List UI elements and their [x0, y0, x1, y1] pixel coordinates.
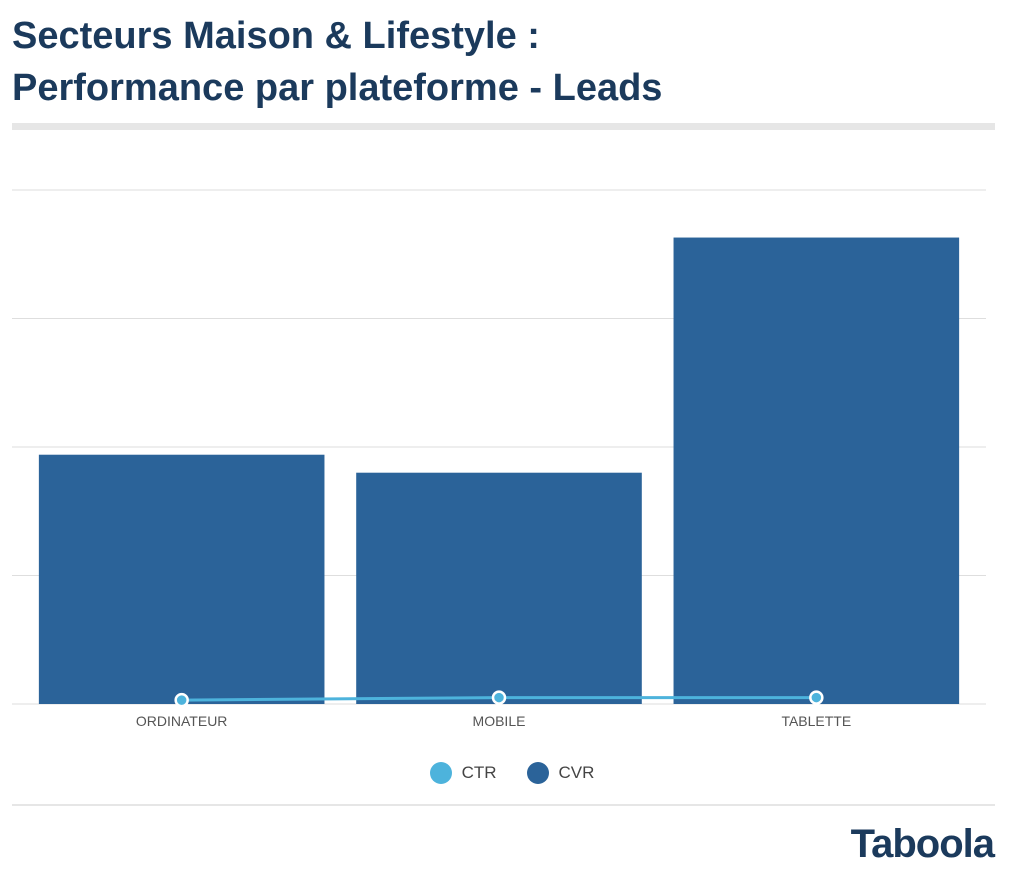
point-ctr-tablette[interactable] — [809, 690, 824, 705]
x-tick-label: ORDINATEUR — [136, 713, 228, 729]
chart-legend: CTR CVR — [0, 762, 1024, 784]
title-divider — [12, 123, 995, 130]
chart-title-line2: Performance par plateforme - Leads — [12, 67, 663, 109]
bottom-divider — [12, 804, 995, 806]
x-tick-label: TABLETTE — [781, 713, 851, 729]
legend-item-cvr[interactable]: CVR — [526, 762, 595, 784]
point-ctr-ordinateur[interactable] — [174, 692, 189, 708]
legend-swatch-cvr — [526, 762, 549, 784]
bar-cvr-ordinateur[interactable] — [38, 454, 325, 704]
bar-line-chart: ORDINATEUR MOBILE TABLETTE — [12, 189, 986, 729]
point-ctr-mobile[interactable] — [491, 690, 507, 705]
legend-item-ctr[interactable]: CTR — [429, 762, 497, 784]
x-tick-label: MOBILE — [473, 713, 526, 729]
chart-title: Secteurs Maison & Lifestyle : Performanc… — [12, 10, 1002, 114]
legend-label-cvr: CVR — [558, 763, 595, 782]
chart-title-line1: Secteurs Maison & Lifestyle : — [12, 15, 540, 57]
legend-swatch-ctr — [429, 762, 452, 784]
taboola-logo[interactable]: Taboola — [850, 822, 995, 866]
bar-cvr-mobile[interactable] — [356, 472, 642, 704]
legend-label-ctr: CTR — [461, 763, 497, 782]
bar-cvr-tablette[interactable] — [673, 237, 960, 705]
